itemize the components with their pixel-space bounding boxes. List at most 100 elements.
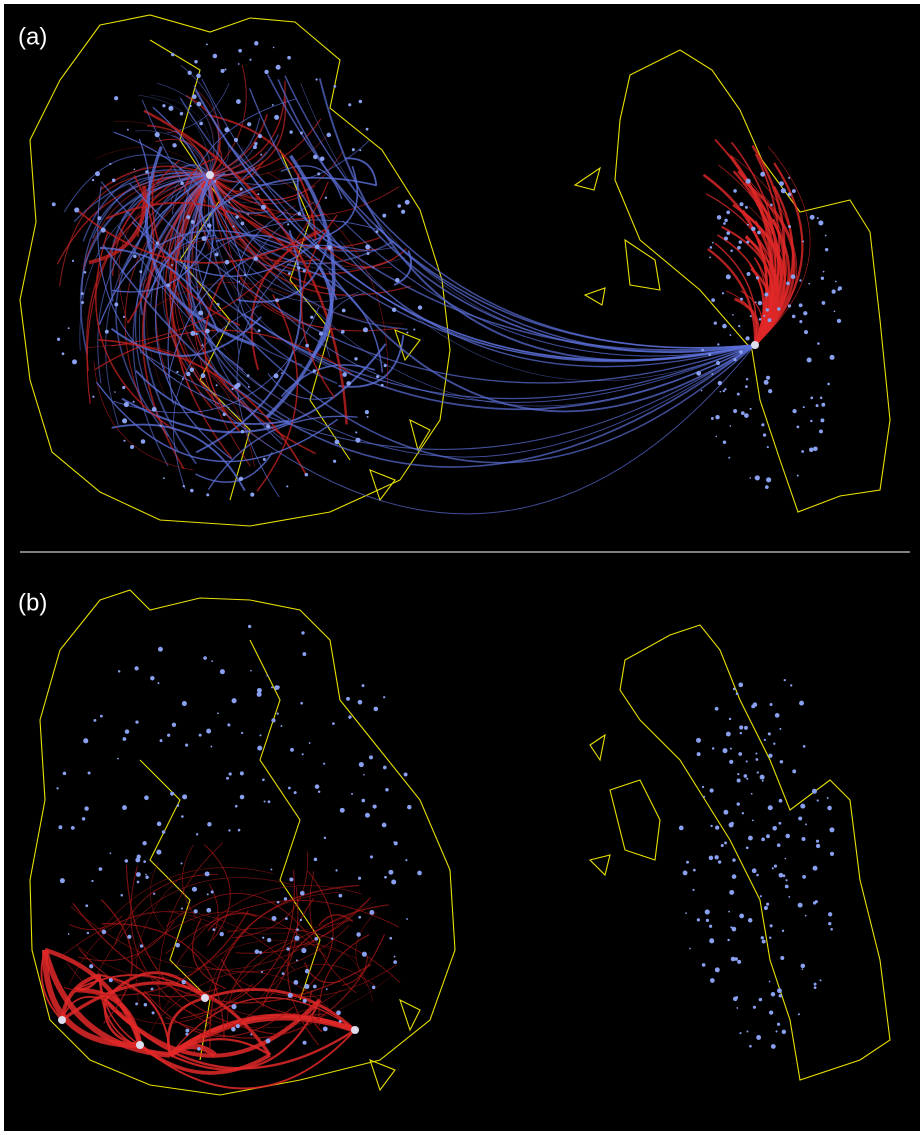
- node: [185, 744, 188, 747]
- node: [266, 424, 270, 428]
- node: [766, 308, 769, 311]
- node: [366, 252, 369, 255]
- node: [709, 257, 711, 259]
- node: [205, 871, 210, 876]
- node: [285, 917, 288, 920]
- node: [315, 784, 320, 789]
- node: [760, 172, 765, 177]
- node: [359, 762, 364, 767]
- node: [229, 772, 232, 775]
- node: [775, 713, 780, 718]
- node: [196, 74, 201, 79]
- node: [679, 826, 684, 831]
- node: [162, 104, 165, 107]
- node: [779, 994, 783, 998]
- node: [764, 293, 768, 297]
- node: [736, 1007, 738, 1009]
- node: [689, 948, 691, 950]
- node: [825, 248, 828, 251]
- node: [832, 289, 836, 293]
- node: [171, 53, 174, 56]
- node: [821, 403, 825, 407]
- node: [177, 804, 180, 807]
- node: [145, 170, 148, 173]
- node: [224, 127, 229, 132]
- node: [718, 860, 721, 863]
- node: [282, 972, 285, 975]
- node: [751, 227, 755, 231]
- node: [739, 350, 743, 354]
- node: [206, 908, 211, 913]
- node: [327, 245, 332, 250]
- node: [697, 918, 700, 921]
- node: [744, 413, 749, 418]
- node: [739, 1032, 741, 1034]
- node: [358, 700, 363, 705]
- node: [771, 992, 776, 997]
- node: [130, 445, 134, 449]
- node: [294, 936, 299, 941]
- node: [802, 875, 806, 879]
- node: [809, 447, 814, 452]
- node: [710, 246, 713, 249]
- node: [401, 210, 405, 214]
- node: [816, 404, 819, 407]
- node: [277, 901, 280, 904]
- node: [181, 980, 186, 985]
- node: [171, 264, 173, 266]
- node: [314, 937, 318, 941]
- node: [798, 1013, 800, 1015]
- node: [195, 333, 197, 335]
- node: [785, 858, 787, 860]
- node: [722, 292, 724, 294]
- node: [746, 760, 748, 762]
- node: [802, 968, 804, 970]
- node: [327, 133, 331, 137]
- node: [123, 316, 125, 318]
- node: [296, 263, 298, 265]
- node: [196, 833, 198, 835]
- node: [268, 800, 271, 803]
- node: [248, 386, 250, 388]
- node: [737, 778, 741, 782]
- node: [87, 932, 89, 934]
- node: [315, 78, 317, 80]
- node: [709, 938, 714, 943]
- node: [732, 874, 737, 879]
- node: [828, 922, 831, 925]
- node: [181, 815, 184, 818]
- node: [290, 748, 294, 752]
- node: [771, 1044, 776, 1049]
- node: [300, 702, 303, 705]
- node: [782, 1030, 786, 1034]
- node: [727, 939, 729, 941]
- node: [162, 830, 166, 834]
- node: [686, 861, 689, 864]
- node: [381, 384, 384, 387]
- node: [405, 859, 407, 861]
- node: [145, 874, 147, 876]
- node: [777, 1023, 780, 1026]
- node: [258, 134, 262, 138]
- node: [335, 869, 337, 871]
- node: [822, 301, 826, 305]
- node: [191, 220, 195, 224]
- node: [95, 171, 100, 176]
- node: [280, 725, 282, 727]
- node: [289, 878, 293, 882]
- node: [294, 791, 297, 794]
- node: [207, 893, 209, 895]
- node: [721, 844, 724, 847]
- node: [746, 778, 748, 780]
- node: [394, 956, 396, 958]
- node: [193, 909, 197, 913]
- node: [821, 277, 824, 280]
- node: [394, 841, 398, 845]
- hub-node: [201, 994, 209, 1002]
- hub-node: [206, 171, 214, 179]
- node: [288, 272, 291, 275]
- node: [182, 794, 187, 799]
- node: [262, 778, 265, 781]
- node: [731, 822, 734, 825]
- node: [261, 971, 263, 973]
